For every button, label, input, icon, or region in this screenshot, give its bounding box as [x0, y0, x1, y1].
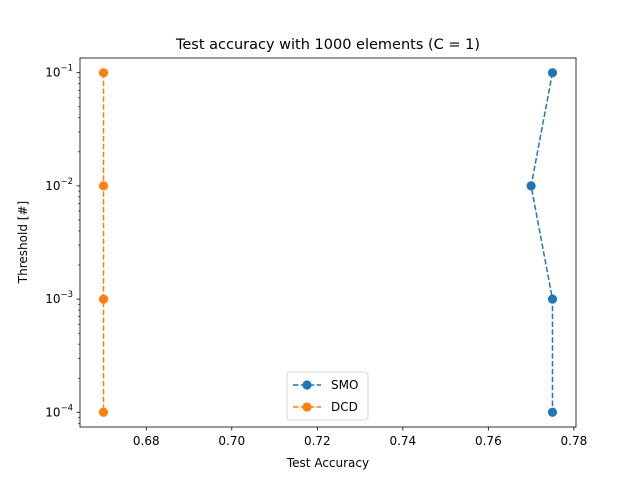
legend-entry-dcd: DCD	[293, 400, 358, 414]
data-point	[98, 68, 109, 78]
y-tick-label: 10−2	[45, 177, 73, 193]
y-tick-exponent: −4	[60, 403, 73, 413]
y-tick-exponent: −1	[60, 64, 73, 74]
legend: SMO DCD	[286, 371, 369, 421]
data-point	[98, 181, 109, 191]
series-line	[530, 72, 554, 413]
y-axis-ticks: 10−410−310−210−1	[45, 64, 80, 424]
x-axis-ticks: 0.68 0.70 0.72 0.74 0.76 0.78	[133, 427, 587, 448]
data-point	[547, 68, 558, 78]
x-tick-label: 0.74	[389, 434, 416, 448]
x-tick-label: 0.68	[133, 434, 160, 448]
y-tick-label: 10−1	[45, 64, 73, 80]
data-point	[547, 294, 558, 304]
x-tick-label: 0.70	[218, 434, 245, 448]
x-tick-label: 0.76	[475, 434, 502, 448]
legend-marker	[302, 402, 312, 412]
legend-marker	[302, 380, 312, 390]
y-tick-base: 10	[45, 66, 60, 80]
data-point	[98, 294, 109, 304]
data-point	[98, 407, 109, 417]
y-tick-label: 10−3	[45, 290, 73, 306]
y-tick-exponent: −2	[60, 177, 73, 187]
x-axis-label: Test Accuracy	[286, 456, 369, 470]
plot-frame	[79, 57, 577, 428]
series-layer	[98, 68, 558, 417]
x-tick-label: 0.78	[561, 434, 588, 448]
y-tick-exponent: −3	[60, 290, 73, 300]
y-tick-label: 10−4	[45, 403, 73, 419]
y-tick-base: 10	[45, 405, 60, 419]
series-dcd	[98, 68, 109, 417]
series-smo	[526, 68, 558, 417]
y-tick-base: 10	[45, 292, 60, 306]
legend-label: DCD	[331, 400, 358, 414]
data-point	[526, 181, 536, 191]
legend-entry-smo: SMO	[293, 378, 358, 392]
chart-title: Test accuracy with 1000 elements (C = 1)	[175, 37, 480, 53]
data-point	[547, 407, 558, 417]
legend-label: SMO	[331, 378, 358, 392]
y-tick-base: 10	[45, 179, 60, 193]
y-axis-label: Threshold [#]	[16, 201, 30, 284]
x-tick-label: 0.72	[304, 434, 331, 448]
